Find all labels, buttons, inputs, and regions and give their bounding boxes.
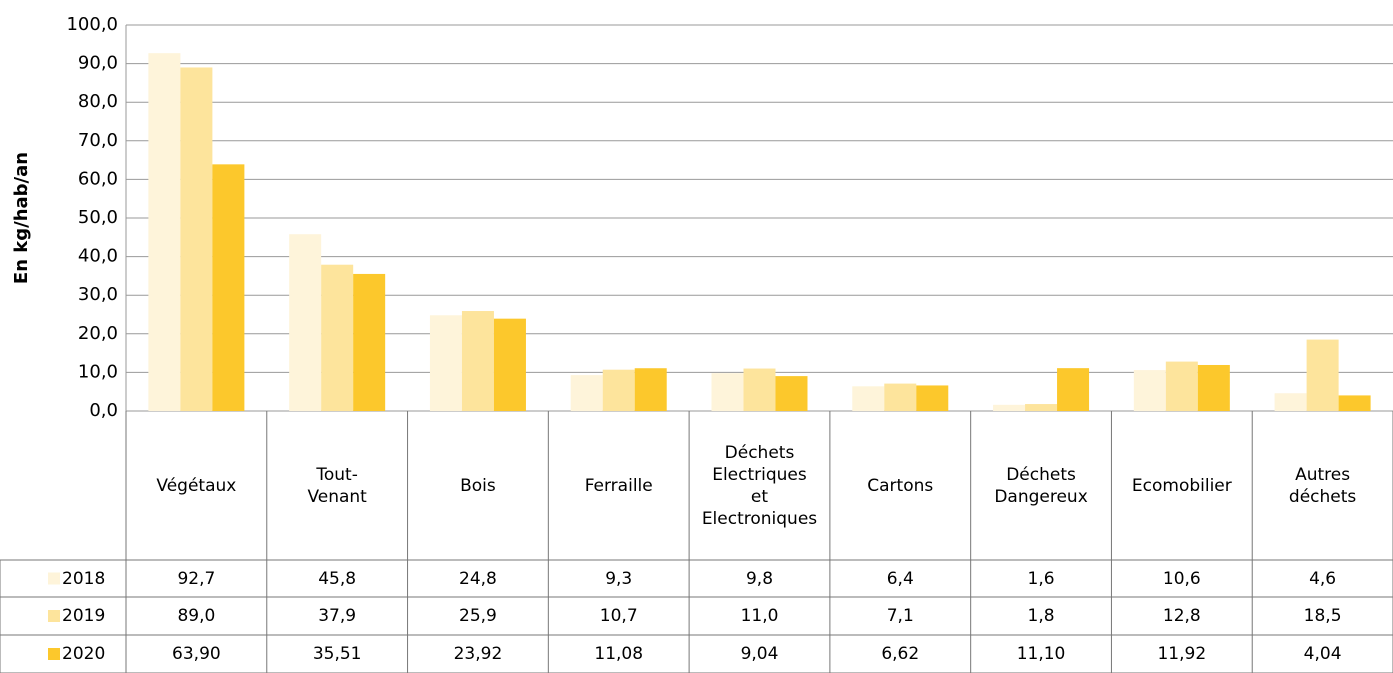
data-label: 92,7 <box>177 568 216 589</box>
category-label: Ferraille <box>584 475 653 496</box>
y-axis-title: En kg/hab/an <box>11 152 32 284</box>
y-tick-label: 30,0 <box>78 284 118 305</box>
bar <box>1338 395 1371 411</box>
bar <box>1197 364 1230 411</box>
bar <box>884 383 917 411</box>
bar <box>775 376 808 411</box>
y-tick-label: 10,0 <box>78 361 118 382</box>
bar <box>429 315 462 411</box>
bar <box>634 368 667 411</box>
y-tick-label: 20,0 <box>78 323 118 344</box>
y-tick-label: 0,0 <box>89 400 118 421</box>
bar <box>493 318 526 411</box>
data-label: 9,04 <box>740 644 779 664</box>
bar <box>711 373 744 411</box>
data-label: 9,8 <box>745 568 774 589</box>
bar <box>916 385 949 411</box>
bar <box>743 368 776 411</box>
bar <box>180 67 213 412</box>
category-label: Déchets Dangereux <box>994 464 1088 507</box>
legend-key <box>48 648 60 660</box>
bar <box>353 273 386 411</box>
legend-label: 2020 <box>62 644 106 664</box>
data-label: 4,6 <box>1309 568 1337 589</box>
data-label: 11,08 <box>594 644 644 664</box>
bar <box>852 386 885 411</box>
category-label: Autres déchets <box>1288 464 1357 507</box>
y-tick-label: 80,0 <box>78 91 118 112</box>
data-label: 11,92 <box>1157 644 1207 664</box>
data-label: 11,0 <box>740 606 779 626</box>
data-label: 10,7 <box>599 606 638 626</box>
legend-label: 2019 <box>62 606 106 626</box>
data-label: 10,6 <box>1162 568 1201 589</box>
bar <box>1057 368 1090 411</box>
legend-label: 2018 <box>62 568 106 589</box>
data-label: 12,8 <box>1162 606 1201 626</box>
data-label: 11,10 <box>1016 644 1066 664</box>
category-label: Végétaux <box>156 475 237 496</box>
data-label: 1,6 <box>1027 568 1055 589</box>
bar <box>1306 339 1339 411</box>
legend-key <box>48 572 60 585</box>
data-label: 1,8 <box>1027 606 1055 626</box>
category-label: Tout- Venant <box>307 464 367 507</box>
bar <box>148 53 181 411</box>
y-tick-label: 50,0 <box>78 207 118 228</box>
bar <box>602 369 635 411</box>
bar <box>289 234 322 411</box>
category-label: Bois <box>460 475 496 496</box>
data-label: 63,90 <box>172 644 221 664</box>
data-label: 7,1 <box>886 606 914 626</box>
data-label: 89,0 <box>177 606 216 626</box>
data-label: 37,9 <box>318 606 357 626</box>
bar <box>1165 361 1198 411</box>
y-tick-label: 70,0 <box>78 130 118 151</box>
data-label: 45,8 <box>318 568 357 589</box>
data-label: 6,4 <box>886 568 914 589</box>
bar <box>1133 370 1166 411</box>
data-label: 4,04 <box>1303 644 1342 664</box>
category-label: Ecomobilier <box>1131 475 1232 496</box>
bar <box>1025 404 1058 411</box>
bar <box>570 375 603 411</box>
bar <box>1274 393 1307 411</box>
data-label: 9,3 <box>605 568 633 589</box>
legend-key <box>48 610 60 622</box>
category-label: Cartons <box>867 475 934 496</box>
y-tick-label: 100,0 <box>66 14 118 35</box>
data-label: 23,92 <box>453 644 503 664</box>
data-label: 24,8 <box>459 568 497 589</box>
bar <box>461 311 494 411</box>
y-tick-label: 40,0 <box>78 246 118 267</box>
bar <box>212 164 245 411</box>
y-tick-label: 60,0 <box>78 168 118 189</box>
bar <box>321 264 354 411</box>
data-label: 6,62 <box>881 644 920 664</box>
y-tick-label: 90,0 <box>78 53 118 74</box>
data-label: 25,9 <box>459 606 497 626</box>
category-label: Déchets Electriques et Electroniques <box>701 442 818 529</box>
bar <box>993 404 1026 411</box>
data-label: 35,51 <box>312 644 362 664</box>
data-label: 18,5 <box>1303 606 1342 626</box>
